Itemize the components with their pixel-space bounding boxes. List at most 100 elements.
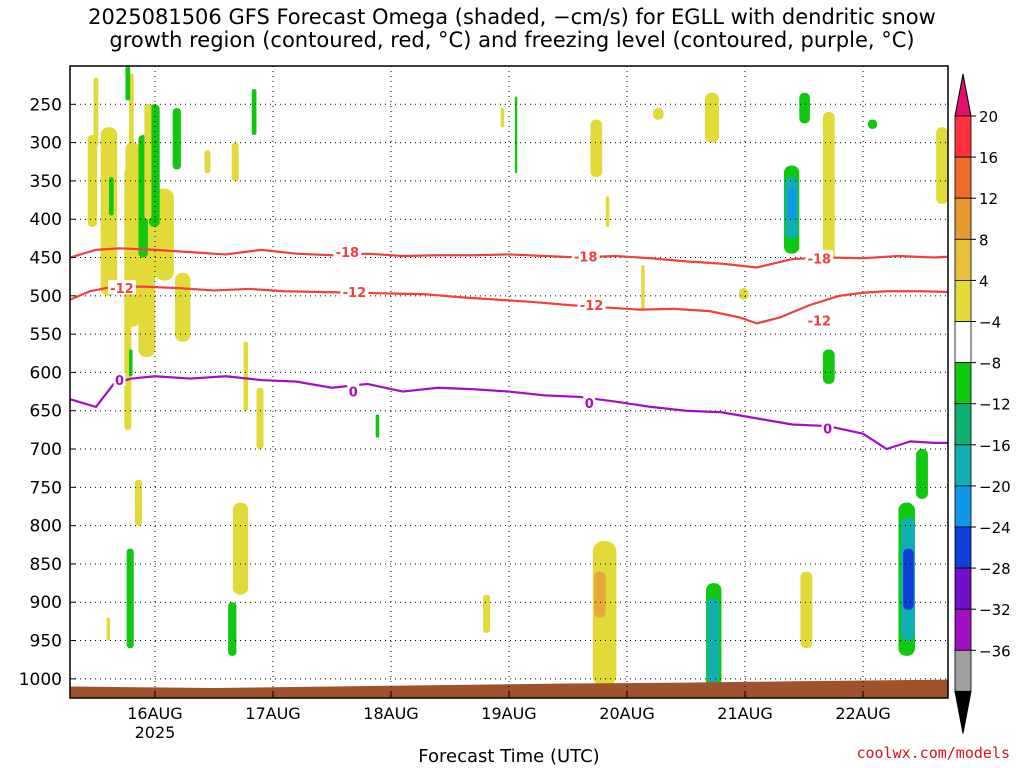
omega-region-13 — [144, 104, 152, 220]
colorbar-label-6: −8 — [979, 355, 1001, 373]
omega-region-1 — [100, 127, 118, 296]
y-tick-label-550: 550 — [30, 325, 62, 345]
y-tick-label-600: 600 — [30, 363, 62, 383]
colorbar-swatch-9 — [954, 485, 972, 528]
y-tick-label-700: 700 — [30, 440, 62, 460]
colorbar-swatch-6 — [954, 362, 972, 405]
x-tick-label-19AUG: 19AUG — [481, 704, 536, 723]
omega-region-30 — [514, 96, 518, 174]
terrain — [70, 679, 948, 698]
contour-label-bg-6 — [805, 312, 834, 327]
omega-region-22 — [204, 150, 211, 174]
omega-region-32 — [590, 119, 603, 178]
omega-region-42 — [799, 92, 810, 124]
y-tick-label-450: 450 — [30, 249, 62, 269]
colorbar: 20 16 12 8 4 −4 −8 −12 −16 −20 −24 −28 −32 −36 — [954, 73, 1011, 734]
omega-region-37 — [593, 571, 606, 618]
colorbar-swatch-8 — [954, 444, 972, 487]
contours: -18 -18 -18 -12 -12 -12 -12 0 0 0 0 — [70, 244, 948, 451]
colorbar-swatch-0 — [954, 115, 972, 158]
omega-region-27 — [228, 602, 237, 656]
y-tick-label-400: 400 — [30, 210, 62, 230]
colorbar-bottom-arrow — [954, 690, 972, 734]
contour-label-bg-10 — [821, 420, 834, 435]
colorbar-top-arrow — [954, 73, 972, 117]
contour-label-bg-5 — [577, 297, 606, 312]
contour-label-2: -18 — [808, 252, 832, 267]
x-tick-label-18AUG: 18AUG — [363, 704, 418, 723]
omega-region-5 — [175, 272, 191, 342]
omega-region-17 — [129, 349, 133, 377]
y-tick-label-900: 900 — [30, 593, 62, 613]
x-year-label: 2025 — [135, 723, 176, 742]
omega-region-14 — [172, 108, 181, 170]
omega-region-54 — [936, 127, 948, 204]
omega-region-33 — [605, 196, 610, 227]
colorbar-label-2: 12 — [979, 190, 998, 208]
contour-label-4: -12 — [343, 286, 367, 301]
contour-label-3: -12 — [110, 282, 134, 297]
contour-label-1: -18 — [574, 251, 598, 266]
contour-label-10: 0 — [823, 422, 832, 437]
y-tick-label-300: 300 — [30, 134, 62, 154]
omega-region-12 — [149, 104, 160, 227]
contour-label-bg-1 — [571, 248, 600, 263]
contour-label-bg-3 — [107, 280, 136, 295]
omega-region-15 — [125, 66, 131, 101]
omega-region-53 — [916, 449, 928, 499]
omega-region-35 — [704, 92, 720, 143]
colorbar-label-4: 4 — [979, 272, 989, 290]
omega-region-34 — [652, 108, 664, 120]
omega-region-18 — [134, 479, 142, 526]
omega-region-21 — [231, 142, 239, 181]
y-tick-label-650: 650 — [30, 402, 62, 422]
y-tick-label-800: 800 — [30, 517, 62, 537]
omega-region-19 — [126, 548, 134, 649]
omega-region-48 — [800, 571, 813, 649]
grid — [70, 66, 948, 698]
omega-region-29 — [483, 594, 491, 633]
omega-region-6 — [93, 77, 99, 147]
colorbar-swatch-3 — [954, 238, 972, 281]
omega-region-16 — [108, 177, 114, 216]
contour-label-5: -12 — [580, 299, 604, 314]
y-tick-label-350: 350 — [30, 172, 62, 192]
omega-region-24 — [243, 341, 249, 411]
y-tick-label-500: 500 — [30, 287, 62, 307]
omega-region-0 — [87, 134, 98, 227]
terrain-fill — [70, 679, 948, 698]
credit-link[interactable]: coolwx.com/models — [856, 744, 1010, 762]
y-tick-label-750: 750 — [30, 478, 62, 498]
colorbar-label-13: −36 — [979, 642, 1011, 660]
omega-region-23 — [251, 88, 257, 135]
y-tick-label-950: 950 — [30, 632, 62, 652]
colorbar-label-10: −24 — [979, 519, 1011, 537]
colorbar-swatch-7 — [954, 403, 972, 446]
contour-label-bg-7 — [113, 372, 126, 387]
omega-region-46 — [822, 111, 835, 262]
contour-line-1 — [70, 285, 948, 325]
x-axis-label: Forecast Time (UTC) — [418, 746, 599, 767]
omega-region-47 — [867, 119, 878, 129]
contour-line-2 — [70, 375, 948, 451]
colorbar-swatch-5 — [954, 321, 972, 363]
omega-region-38 — [641, 265, 645, 312]
y-tick-label-250: 250 — [30, 95, 62, 115]
omega-region-52 — [903, 548, 914, 610]
colorbar-label-8: −16 — [979, 437, 1011, 455]
contour-label-6: -12 — [808, 314, 832, 329]
colorbar-label-1: 16 — [979, 149, 998, 167]
contour-label-bg-8 — [347, 383, 360, 398]
colorbar-swatch-2 — [954, 197, 972, 240]
colorbar-swatch-4 — [954, 279, 972, 322]
omega-region-40 — [707, 598, 720, 683]
colorbar-swatch-12 — [954, 608, 972, 651]
colorbar-label-12: −32 — [979, 601, 1011, 619]
omega-region-8 — [124, 169, 132, 430]
omega-region-20 — [106, 617, 111, 641]
contour-label-9: 0 — [585, 397, 594, 412]
x-axis: 16AUG 17AUG 18AUG 19AUG 20AUG 21AUG 22AUG 2025 — [127, 692, 891, 742]
x-tick-label-16AUG: 16AUG — [127, 704, 182, 723]
colorbar-swatch-10 — [954, 526, 972, 569]
